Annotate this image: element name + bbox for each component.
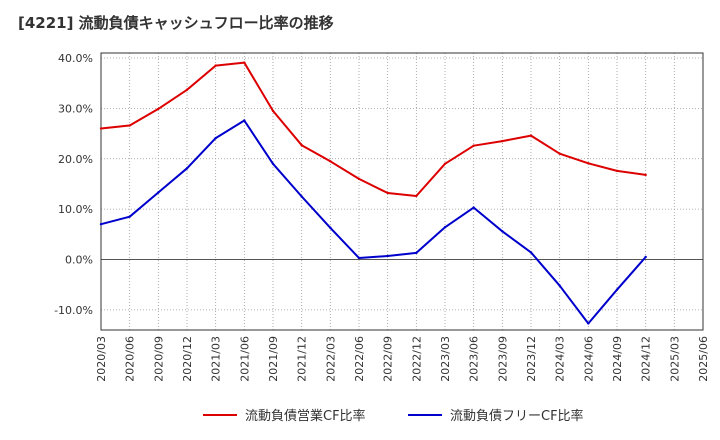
data-point xyxy=(214,64,217,67)
data-point xyxy=(386,191,389,195)
y-axis-ticks: 40.0% 30.0% 20.0% 10.0% 0.0% -10.0% xyxy=(54,52,93,317)
data-point xyxy=(501,230,504,233)
x-tick-label: 2020/06 xyxy=(124,336,137,382)
x-tick-label: 2022/03 xyxy=(324,336,337,382)
data-point xyxy=(443,162,447,165)
data-point xyxy=(529,251,533,254)
data-point xyxy=(243,61,246,64)
x-tick-label: 2022/06 xyxy=(353,336,366,382)
legend: 流動負債営業CF比率 流動負債フリーCF比率 xyxy=(203,408,584,424)
x-tick-label: 2024/03 xyxy=(554,336,567,382)
x-tick-label: 2021/09 xyxy=(267,336,280,382)
data-point xyxy=(558,152,561,155)
data-point xyxy=(99,223,103,226)
data-point xyxy=(271,162,275,165)
data-point xyxy=(128,124,131,127)
data-point xyxy=(615,169,619,173)
x-tick-label: 2023/06 xyxy=(468,336,481,382)
data-point xyxy=(157,191,160,194)
x-tick-label: 2022/09 xyxy=(382,336,395,382)
data-point xyxy=(128,215,131,218)
data-point xyxy=(644,173,647,177)
data-point xyxy=(386,254,389,258)
series-line-1 xyxy=(100,61,646,197)
data-point xyxy=(99,127,103,130)
x-axis-ticks: 2020/03 2020/06 2020/09 2020/12 2021/03 2021/… xyxy=(95,336,710,382)
x-tick-label: 2021/12 xyxy=(296,336,309,382)
x-tick-label: 2023/12 xyxy=(525,336,538,382)
data-point xyxy=(357,177,361,181)
data-point xyxy=(157,107,160,111)
data-point xyxy=(415,194,418,198)
data-point xyxy=(214,136,217,140)
data-point xyxy=(415,251,418,255)
data-point xyxy=(329,226,332,229)
data-point xyxy=(185,167,189,170)
x-tick-label: 2021/06 xyxy=(238,336,251,382)
data-point xyxy=(529,134,533,137)
y-tick-label: 10.0% xyxy=(58,203,93,216)
data-point xyxy=(615,288,619,291)
legend-label: 流動負債フリーCF比率 xyxy=(450,408,584,424)
data-point xyxy=(443,226,447,229)
data-point xyxy=(587,162,590,165)
x-tick-label: 2023/03 xyxy=(439,336,452,382)
x-tick-label: 2025/03 xyxy=(668,336,681,382)
x-tick-label: 2020/12 xyxy=(181,336,194,382)
x-tick-label: 2024/06 xyxy=(582,336,595,382)
y-tick-label: 0.0% xyxy=(65,253,93,266)
grid-lines xyxy=(100,53,704,330)
y-tick-label: 20.0% xyxy=(58,153,93,166)
x-tick-label: 2025/06 xyxy=(697,336,710,382)
data-point xyxy=(501,139,504,143)
series-lines xyxy=(99,61,647,325)
data-point xyxy=(357,256,361,260)
data-point xyxy=(300,143,303,147)
x-tick-label: 2023/09 xyxy=(496,336,509,382)
x-tick-label: 2021/03 xyxy=(210,336,223,382)
data-point xyxy=(472,144,475,147)
x-tick-label: 2022/12 xyxy=(410,336,423,382)
y-tick-label: 40.0% xyxy=(58,52,93,65)
data-point xyxy=(271,109,275,113)
series-line-2 xyxy=(100,119,647,325)
data-point xyxy=(243,119,246,122)
data-point xyxy=(300,195,303,198)
legend-label: 流動負債営業CF比率 xyxy=(245,408,366,424)
data-point xyxy=(558,284,561,287)
x-tick-label: 2020/03 xyxy=(95,336,108,382)
data-point xyxy=(329,160,332,163)
x-tick-label: 2024/09 xyxy=(611,336,624,382)
chart-title: [4221] 流動負債キャッシュフロー比率の推移 xyxy=(18,14,334,32)
data-point xyxy=(185,88,189,91)
x-tick-label: 2020/09 xyxy=(152,336,165,382)
x-tick-label: 2024/12 xyxy=(640,336,653,382)
data-point xyxy=(644,255,647,259)
y-tick-label: 30.0% xyxy=(58,102,93,115)
data-point xyxy=(472,206,475,209)
y-tick-label: -10.0% xyxy=(54,304,93,317)
plot-frame xyxy=(100,52,704,331)
data-point xyxy=(587,322,590,325)
